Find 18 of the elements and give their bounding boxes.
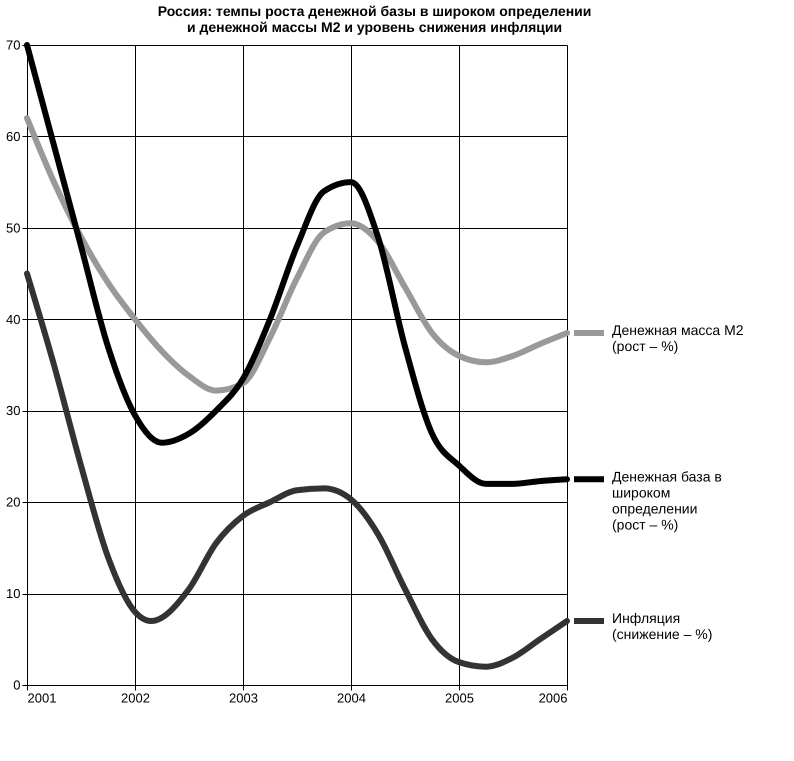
y-tick-label: 70 (6, 38, 20, 52)
legend-label: Денежная масса М2 (рост – %) (612, 322, 744, 354)
x-tick-label: 2005 (445, 690, 474, 706)
y-tick-label: 40 (6, 312, 20, 327)
y-tick-label: 0 (13, 678, 20, 692)
y-tick-label: 50 (6, 220, 20, 236)
y-tick-label: 20 (6, 494, 20, 510)
x-tick-label: 2004 (337, 690, 366, 706)
legend-label: Инфляция (снижение – %) (612, 610, 712, 642)
y-tick-label: 10 (6, 586, 20, 602)
chart-title: Россия: темпы роста денежной базы в широком определении и денежной массы М2 и уровень снижения инфляции (158, 3, 592, 35)
x-tick-label: 2003 (229, 690, 258, 706)
y-tick-label: 60 (6, 128, 20, 144)
y-tick-label: 30 (6, 403, 20, 418)
x-tick-label: 2002 (121, 690, 150, 706)
x-tick-label: 2006 (538, 690, 568, 706)
legend-label: Денежная база в широком определении (рост – %) (612, 468, 722, 532)
x-tick-label: 2001 (28, 690, 56, 706)
